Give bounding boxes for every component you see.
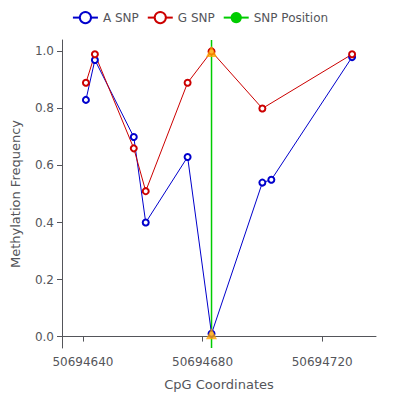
svg-text:0.0: 0.0 (35, 330, 54, 344)
svg-text:Methylation Frequency: Methylation Frequency (8, 120, 23, 268)
svg-text:1.0: 1.0 (35, 44, 54, 58)
svg-text:0.8: 0.8 (35, 101, 54, 115)
svg-text:0.4: 0.4 (35, 216, 54, 230)
svg-text:G SNP: G SNP (178, 11, 215, 25)
svg-text:SNP Position: SNP Position (254, 11, 328, 25)
svg-text:50694720: 50694720 (292, 355, 353, 369)
svg-text:0.6: 0.6 (35, 158, 54, 172)
svg-text:50694680: 50694680 (172, 355, 233, 369)
svg-text:0.2: 0.2 (35, 273, 54, 287)
svg-text:50694640: 50694640 (52, 355, 113, 369)
svg-text:A SNP: A SNP (103, 11, 139, 25)
svg-text:CpG Coordinates: CpG Coordinates (164, 377, 274, 392)
